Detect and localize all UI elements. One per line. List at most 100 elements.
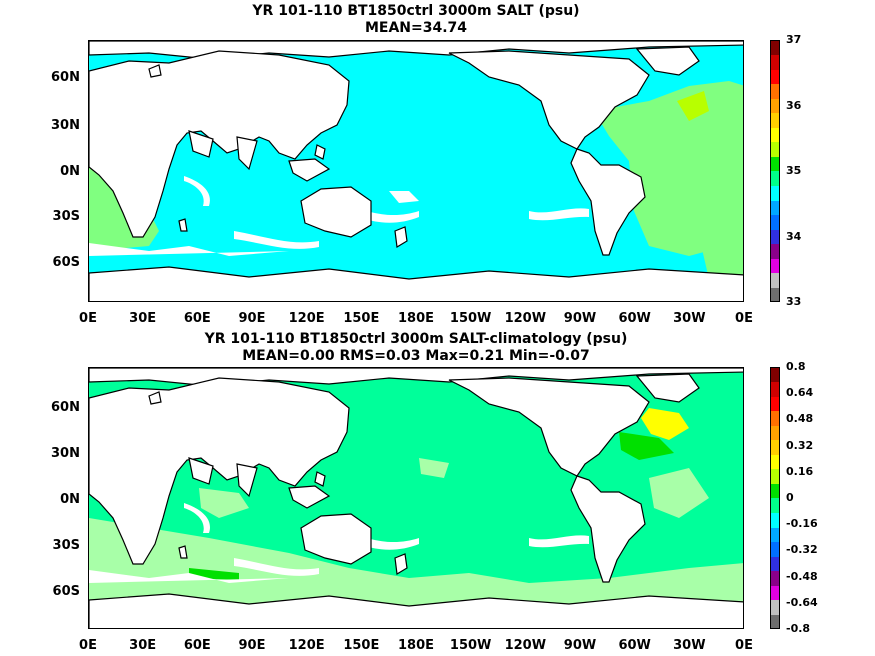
panel2-lat-60n: 60N <box>51 400 80 415</box>
lon-label: 30E <box>129 638 157 653</box>
colorbar-segment <box>770 171 780 187</box>
colorbar-tick-label: 0.48 <box>786 412 814 426</box>
colorbar-segment <box>770 214 780 230</box>
lon-label: 60E <box>183 311 211 326</box>
colorbar-segment <box>770 272 780 288</box>
colorbar-segment <box>770 127 780 143</box>
panel2-stats: MEAN=0.00 RMS=0.03 Max=0.21 Min=-0.07 <box>242 348 590 364</box>
colorbar-segment <box>770 141 780 157</box>
lon-label: 120E <box>288 638 325 653</box>
colorbar-segment <box>770 156 780 172</box>
panel1-mean: MEAN=34.74 <box>364 20 468 36</box>
colorbar-tick-label: 0.16 <box>786 464 814 478</box>
panel2-land <box>89 368 743 628</box>
lon-label: 150W <box>449 638 492 653</box>
colorbar-segment <box>770 381 780 397</box>
panel2-lat-30s: 30S <box>52 538 80 553</box>
lon-label: 30W <box>673 638 706 653</box>
colorbar-tick-label: 34 <box>786 229 802 243</box>
colorbar-segment <box>770 98 780 114</box>
colorbar-segment <box>770 541 780 557</box>
colorbar-segment <box>770 527 780 543</box>
panel1-lat-60s: 60S <box>52 255 80 270</box>
colorbar-segment <box>770 498 780 514</box>
colorbar-segment <box>770 83 780 99</box>
colorbar-tick-label: 0.8 <box>786 360 806 373</box>
lon-label: 0E <box>735 311 753 326</box>
colorbar-tick-label: 35 <box>786 164 802 177</box>
colorbar-segment <box>770 40 780 56</box>
panel1-lat-30s: 30S <box>52 209 80 224</box>
lon-label: 0E <box>79 638 97 653</box>
lon-label: 90W <box>563 638 597 653</box>
panel1-lat-30n: 30N <box>51 118 80 133</box>
colorbar-segment <box>770 229 780 245</box>
colorbar-tick-label: 0 <box>786 491 794 504</box>
colorbar-segment <box>770 468 780 484</box>
lon-label: 120E <box>288 311 325 326</box>
colorbar-segment <box>770 243 780 259</box>
colorbar-tick-label: -0.32 <box>786 543 818 557</box>
panel1-lat-0n: 0N <box>60 164 80 179</box>
lon-label: 60W <box>618 638 651 653</box>
panel2-colorbar <box>770 367 780 630</box>
lon-label: 30W <box>673 311 706 326</box>
panel2-title: YR 101-110 BT1850ctrl 3000m SALT-climato… <box>204 331 628 347</box>
colorbar-tick-label: -0.8 <box>786 622 811 635</box>
colorbar-segment <box>770 287 780 303</box>
lon-label: 180E <box>397 638 435 653</box>
colorbar-segment <box>770 410 780 426</box>
panel2-map <box>88 367 744 629</box>
colorbar-tick-label: -0.16 <box>786 517 818 531</box>
panel1-map-svg <box>89 41 743 301</box>
lon-label: 150E <box>343 638 380 653</box>
panel1-map <box>88 40 744 302</box>
colorbar-segment <box>770 512 780 528</box>
lon-label: 120W <box>504 311 547 326</box>
colorbar-segment <box>770 425 780 441</box>
lon-label: 0E <box>735 638 753 653</box>
colorbar-tick-label: 37 <box>786 33 802 46</box>
colorbar-segment <box>770 112 780 128</box>
colorbar-tick-label: 33 <box>786 295 802 308</box>
colorbar-segment <box>770 599 780 615</box>
lon-label: 120W <box>504 638 547 653</box>
lon-label: 90E <box>238 638 266 653</box>
panel1-land <box>89 41 743 301</box>
colorbar-tick-label: 36 <box>786 98 802 112</box>
colorbar-tick-label: 0.64 <box>786 386 814 400</box>
panel1-title: YR 101-110 BT1850ctrl 3000m SALT (psu) <box>252 3 580 19</box>
colorbar-segment <box>770 556 780 572</box>
panel2-lat-0n: 0N <box>60 492 80 507</box>
lon-label: 180E <box>397 311 435 326</box>
colorbar-segment <box>770 200 780 216</box>
colorbar-segment <box>770 570 780 586</box>
panel1-colorbar <box>770 40 780 303</box>
lon-label: 90W <box>563 311 597 326</box>
lon-label: 30E <box>129 311 157 326</box>
colorbar-segment <box>770 439 780 455</box>
colorbar-segment <box>770 454 780 470</box>
colorbar-segment <box>770 185 780 201</box>
panel2-map-svg <box>89 368 743 628</box>
colorbar-tick-label: 0.32 <box>786 438 814 452</box>
colorbar-segment <box>770 396 780 412</box>
colorbar-segment <box>770 585 780 601</box>
colorbar-segment <box>770 367 780 383</box>
lon-label: 60E <box>183 638 211 653</box>
lon-label: 0E <box>79 311 97 326</box>
colorbar-segment <box>770 483 780 499</box>
lon-label: 90E <box>238 311 266 326</box>
colorbar-segment <box>770 614 780 630</box>
colorbar-segment <box>770 54 780 70</box>
lon-label: 150E <box>343 311 380 326</box>
colorbar-segment <box>770 69 780 85</box>
lon-label: 150W <box>449 311 492 326</box>
panel2-lat-60s: 60S <box>52 584 80 599</box>
colorbar-segment <box>770 258 780 274</box>
lon-label: 60W <box>618 311 651 326</box>
panel2-lat-30n: 30N <box>51 446 80 461</box>
colorbar-tick-label: -0.48 <box>786 569 818 583</box>
colorbar-tick-label: -0.64 <box>786 595 818 609</box>
panel1-lat-60n: 60N <box>51 70 80 85</box>
